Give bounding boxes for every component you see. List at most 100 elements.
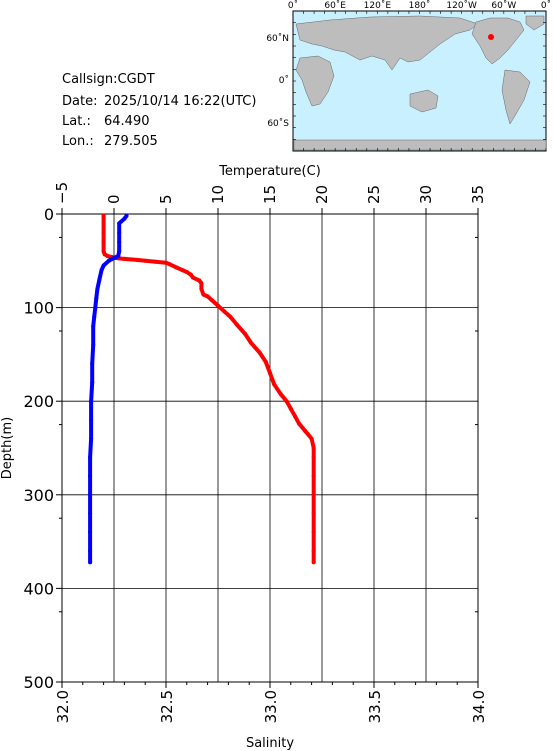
profile-point-top xyxy=(122,216,127,221)
profile-point-bottom xyxy=(189,272,193,277)
land-antarctica xyxy=(293,139,547,151)
profile-point-bottom xyxy=(228,315,233,319)
y-tick-label: 100 xyxy=(23,299,54,318)
profile-point-top xyxy=(106,258,111,263)
map-ticks: 0˚ 60˚E 120˚E 180˚ 120˚W 60˚W 0˚ 60˚N 0˚ 60˚S xyxy=(266,0,551,152)
profile-point-bottom xyxy=(205,294,210,299)
top-tick-label: 25 xyxy=(365,185,383,204)
profile-point-bottom xyxy=(174,265,179,270)
y-tick-label: 0 xyxy=(44,205,54,224)
profile-point-bottom xyxy=(311,560,316,565)
profile-point-top xyxy=(112,256,116,260)
profile-point-bottom xyxy=(143,258,148,263)
profile-point-bottom xyxy=(303,429,308,434)
profile-point-bottom xyxy=(184,270,189,274)
top-tick-label: 30 xyxy=(417,185,435,204)
profile-point-top xyxy=(95,286,100,291)
profile-point-bottom xyxy=(311,530,316,535)
bottom-tick-label: 34.0 xyxy=(470,690,488,723)
map-top-tick-label: 0˚ xyxy=(288,0,298,11)
profile-point-top xyxy=(116,254,121,259)
profile-point-top xyxy=(117,230,122,235)
land-eurasia xyxy=(295,15,479,71)
map-left-tick-label: 60˚N xyxy=(266,33,289,44)
lon-line: Lon.: 279.505 xyxy=(62,134,158,149)
profile-point-bottom xyxy=(272,382,277,387)
profile-point-top xyxy=(88,492,93,497)
profile-point-bottom xyxy=(128,257,133,262)
top-tick-label: −5 xyxy=(53,182,71,204)
profile-point-bottom xyxy=(105,254,110,259)
map-left-tick-label: 60˚S xyxy=(267,118,289,129)
profile-point-bottom xyxy=(263,359,268,364)
profile-point-bottom xyxy=(243,331,247,336)
land-south-america xyxy=(501,69,531,125)
profile-point-bottom xyxy=(201,292,206,297)
lat-value: 64.490 xyxy=(104,114,150,129)
profile-point-bottom xyxy=(209,298,214,303)
profile-point-bottom xyxy=(293,414,297,419)
date-value: 2025/10/14 16:22(UTC) xyxy=(104,94,257,109)
profile-point-top xyxy=(97,277,102,282)
profile-point-bottom xyxy=(311,455,316,460)
top-tick-label: 10 xyxy=(209,185,227,204)
date-label: Date: xyxy=(62,94,98,109)
callsign-label: Callsign: xyxy=(62,72,118,87)
y-tick-label: 200 xyxy=(23,392,54,411)
profile-point-bottom xyxy=(168,262,173,267)
lon-value: 279.505 xyxy=(104,134,158,149)
map-top-tick-label: 120˚W xyxy=(446,0,477,11)
profile-point-bottom xyxy=(284,399,289,404)
profile-point-bottom xyxy=(311,474,316,479)
y-tick-label: 400 xyxy=(23,579,54,598)
profile-point-bottom xyxy=(311,549,316,553)
profile-point-bottom xyxy=(268,371,272,376)
profile-point-top xyxy=(89,417,94,422)
profile-point-bottom xyxy=(309,436,314,441)
profile-point-bottom xyxy=(311,511,316,516)
profile-point-top xyxy=(88,560,93,565)
date-line: Date: 2025/10/14 16:22(UTC) xyxy=(62,94,256,109)
station-marker xyxy=(488,34,494,40)
callsign-value: CGDT xyxy=(117,72,155,87)
profile-point-bottom xyxy=(216,303,220,308)
top-tick-label: 0 xyxy=(105,194,123,204)
profile-point-top xyxy=(117,240,122,245)
profile-point-bottom xyxy=(101,221,106,226)
land-australia xyxy=(409,89,439,113)
profile-point-bottom xyxy=(101,213,106,218)
profile-point-bottom xyxy=(199,281,204,286)
profile-point-top xyxy=(117,221,122,226)
profile-point-bottom xyxy=(249,341,254,346)
profile-point-bottom xyxy=(164,260,168,265)
profile-point-top xyxy=(124,213,129,218)
map-land xyxy=(293,15,547,151)
profile-point-bottom xyxy=(134,257,139,262)
lat-label: Lat.: xyxy=(62,114,91,129)
profile-point-top xyxy=(94,296,99,301)
profile-point-bottom xyxy=(101,240,106,245)
profile-point-bottom xyxy=(102,252,107,257)
land-africa xyxy=(295,55,335,107)
map-top-tick-label: 0˚ xyxy=(541,0,551,11)
callsign-line: Callsign:CGDT xyxy=(62,72,155,87)
profile-point-top xyxy=(90,361,95,366)
profile-point-top xyxy=(91,343,96,347)
map-top-tick-label: 60˚W xyxy=(491,0,516,11)
y-axis-label: Depth(m) xyxy=(0,417,15,479)
world-map: 0˚ 60˚E 120˚E 180˚ 120˚W 60˚W 0˚ 60˚N 0˚ 60˚S xyxy=(266,0,551,152)
profile-point-top xyxy=(89,399,94,404)
profile-point-top xyxy=(88,549,93,553)
profile-point-top xyxy=(93,305,98,310)
profile-point-bottom xyxy=(288,406,293,411)
profile-point-top xyxy=(88,455,93,460)
bottom-tick-label: 33.5 xyxy=(366,690,384,723)
profile-point-top xyxy=(88,530,93,535)
top-axis-label: Temperature(C) xyxy=(218,164,321,179)
profile-point-bottom xyxy=(222,309,227,314)
map-top-tick-label: 180˚ xyxy=(409,0,431,11)
top-tick-label: 20 xyxy=(313,185,331,204)
profile-point-bottom xyxy=(234,322,239,327)
